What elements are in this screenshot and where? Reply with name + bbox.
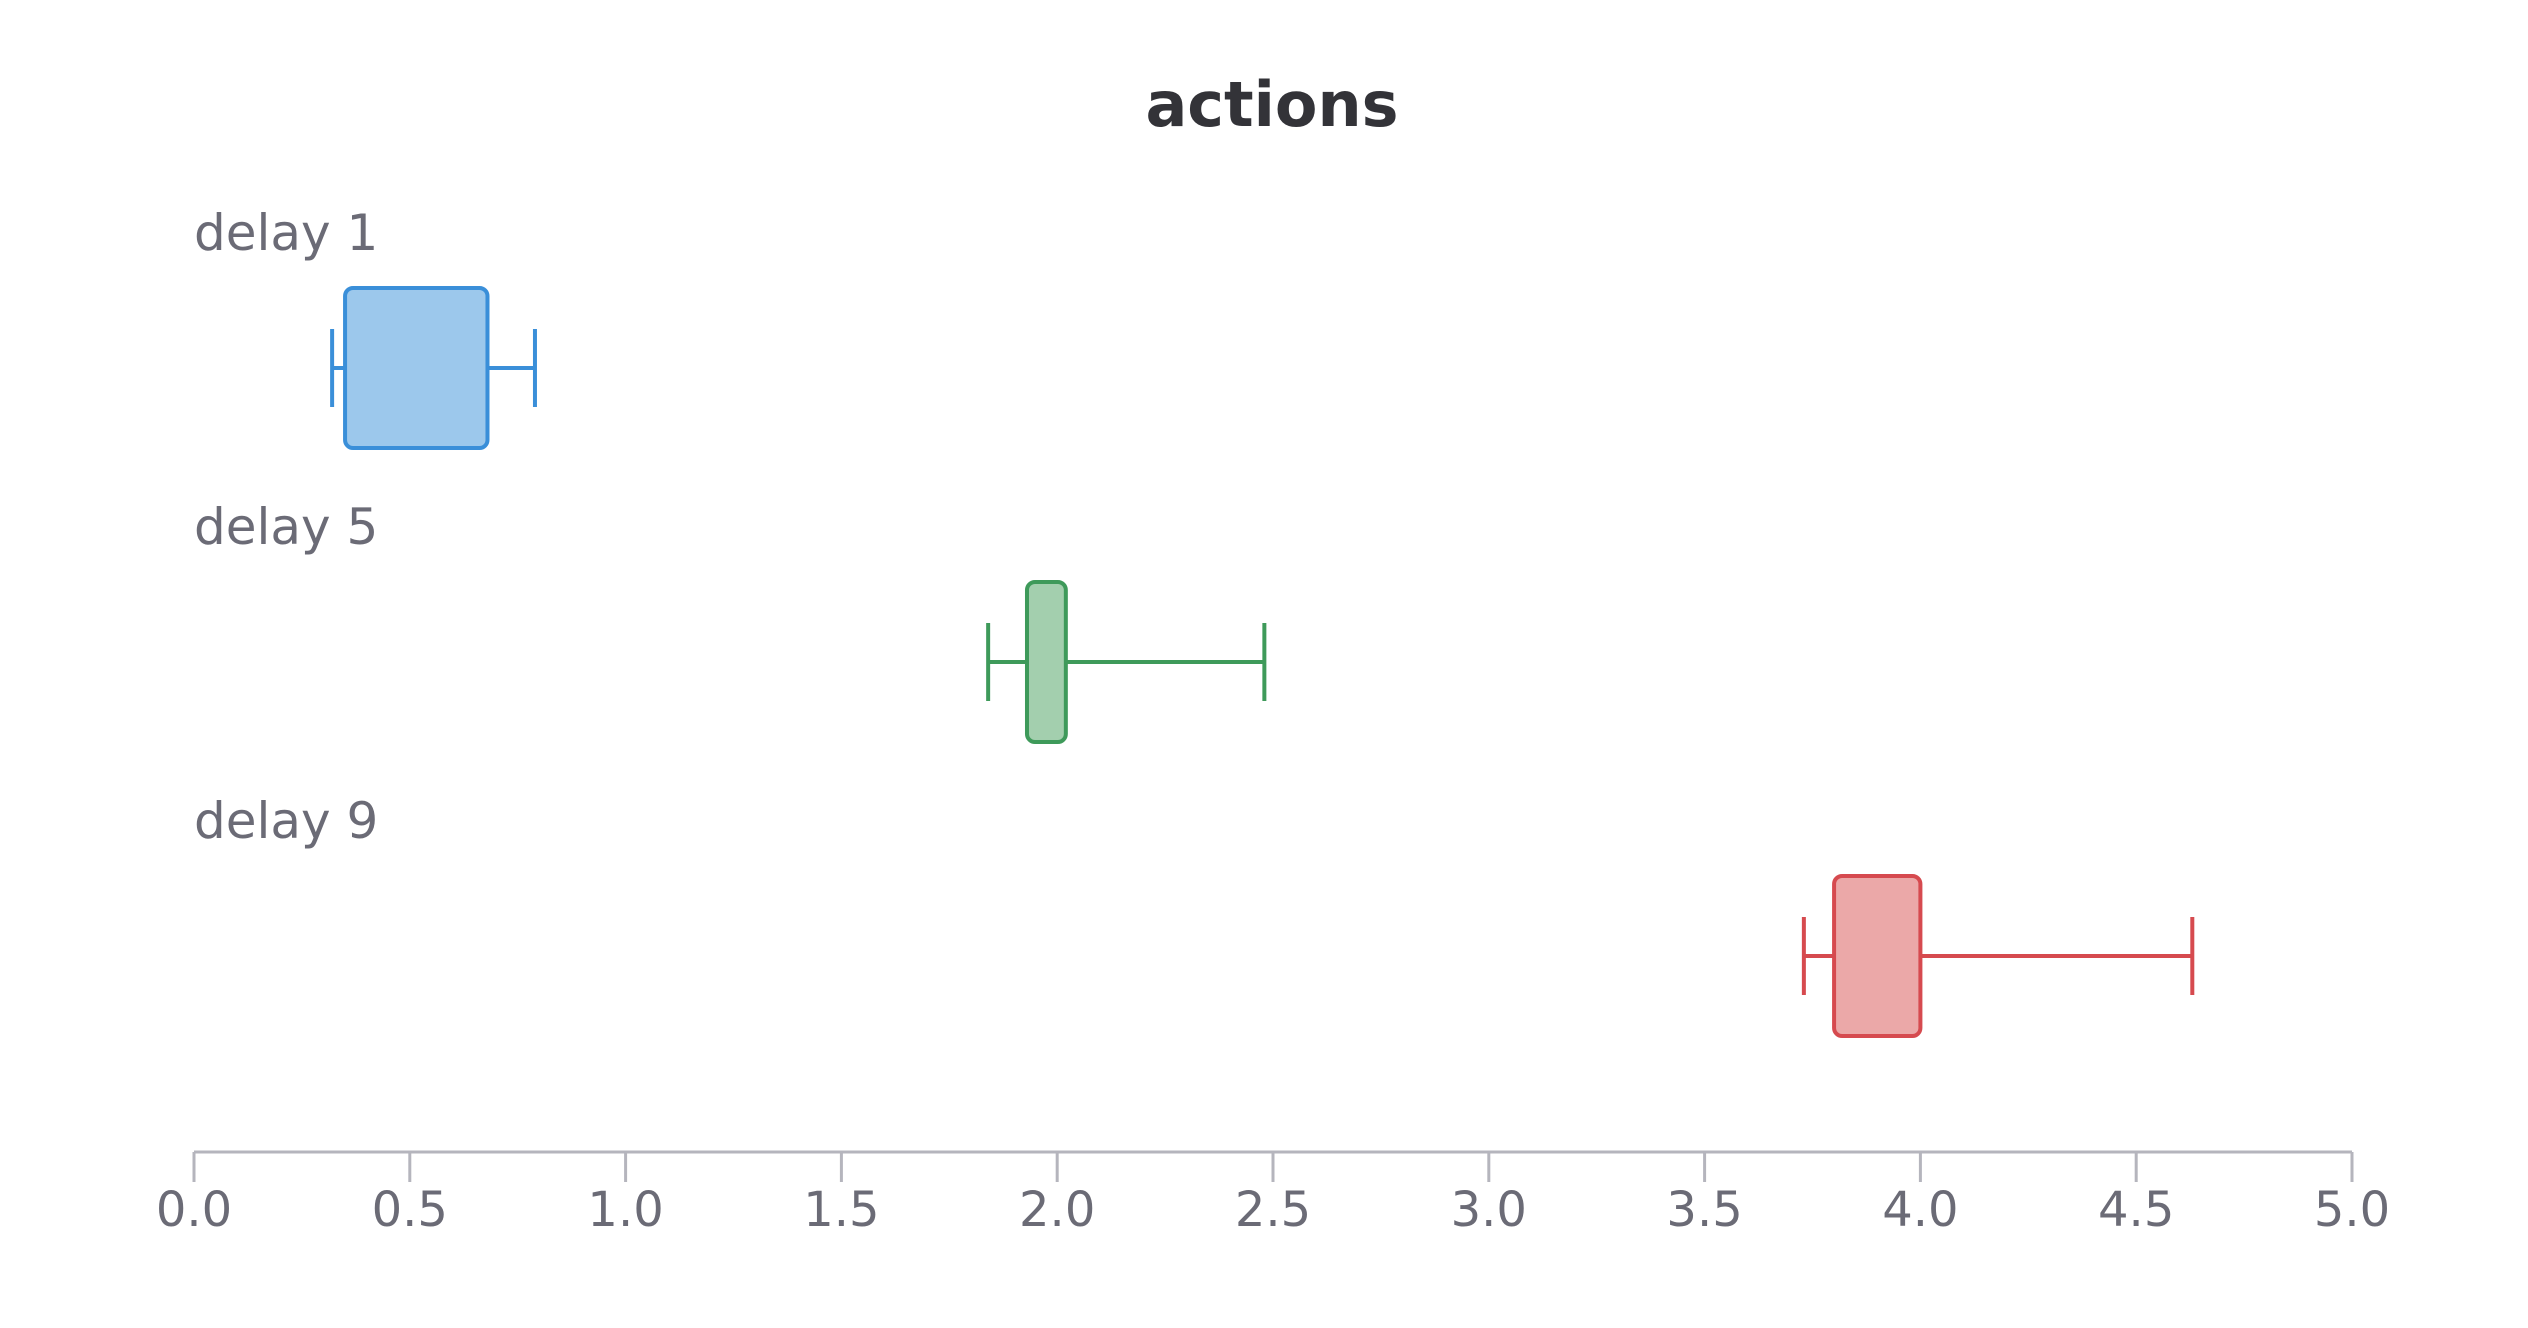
x-tick-label: 3.5: [1666, 1182, 1742, 1238]
x-tick-label: 0.5: [372, 1182, 448, 1238]
x-tick-label: 3.0: [1451, 1182, 1527, 1238]
box-series: delay 1: [194, 204, 537, 450]
interquartile-box: [1832, 874, 1923, 1038]
x-tick-label: 4.5: [2098, 1182, 2174, 1238]
interquartile-box: [343, 286, 490, 450]
x-axis: 0.0 0.5 1.0 1.5 2.0 2.5 3.0 3.5 4.0 4.5 5.0: [156, 1150, 2390, 1238]
x-tick-label: 4.0: [1882, 1182, 1958, 1238]
x-tick-label: 0.0: [156, 1182, 232, 1238]
series-label: delay 1: [194, 204, 378, 262]
chart-title: actions: [1145, 68, 1398, 141]
series-layer: delay 1 delay 5 delay 9: [194, 204, 2195, 1038]
x-tick-label: 2.5: [1235, 1182, 1311, 1238]
box-series: delay 5: [194, 498, 1267, 744]
x-tick-label: 2.0: [1019, 1182, 1095, 1238]
box-series: delay 9: [194, 792, 2195, 1038]
x-tick-label: 5.0: [2314, 1182, 2390, 1238]
series-label: delay 5: [194, 498, 378, 556]
series-label: delay 9: [194, 792, 378, 850]
interquartile-box: [1024, 580, 1068, 744]
x-tick-label: 1.0: [587, 1182, 663, 1238]
x-tick-label: 1.5: [803, 1182, 879, 1238]
